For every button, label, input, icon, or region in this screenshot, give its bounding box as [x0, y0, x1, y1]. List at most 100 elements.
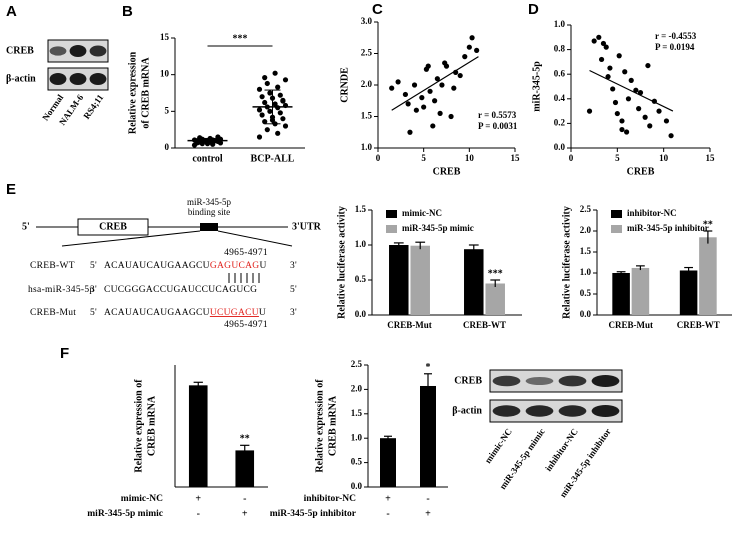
band [558, 405, 587, 417]
point [612, 99, 619, 106]
bar [631, 267, 650, 315]
point [457, 72, 463, 79]
dot [282, 77, 289, 83]
significance: *** [233, 33, 248, 44]
bar [235, 450, 255, 487]
mutant: UCUGACU [210, 308, 259, 318]
y-tick-label: 1.0 [355, 239, 367, 249]
point [591, 38, 597, 44]
x-tick-label: 5 [615, 153, 620, 163]
bar [389, 245, 409, 315]
point [474, 47, 480, 53]
blot-row-label: β-actin [452, 405, 482, 416]
point [469, 35, 475, 41]
y-tick-label: 2.0 [580, 225, 592, 235]
point [647, 123, 653, 129]
dot [280, 116, 286, 122]
bar [485, 283, 505, 315]
point [451, 85, 457, 91]
y-tick-label: 0.0 [351, 481, 363, 491]
y-tick-label: 0.2 [554, 117, 566, 127]
y-axis-label: CREB mRNA [146, 395, 157, 456]
y-axis-label: Relative expression [127, 51, 138, 134]
position: 4965-4971 [224, 320, 268, 330]
legend-label: miR-345-5p inhibitor [627, 223, 709, 233]
x-tick-label: 5 [421, 153, 426, 163]
dot [256, 86, 263, 92]
point [596, 34, 602, 40]
binding-site [200, 223, 218, 231]
end-label: 3' [290, 261, 297, 271]
point [600, 40, 607, 47]
sequence: ACAUAUCAUGAAGCUUCUGACUU [104, 308, 266, 318]
condition-sign: + [242, 508, 248, 519]
bar [679, 270, 698, 315]
panel-label: D [528, 1, 539, 18]
row-name: CREB-WT [30, 261, 75, 271]
band [525, 376, 554, 386]
y-axis-label: of CREB mRNA [140, 57, 151, 129]
x-tick-label: 0 [569, 153, 574, 163]
annotation: r = -0.4553 [655, 31, 697, 41]
bar [612, 273, 630, 315]
y-tick-label: 1.5 [361, 111, 373, 121]
y-tick-label: 2.5 [351, 359, 363, 369]
point [432, 98, 438, 104]
y-tick-label: 2.0 [351, 383, 363, 393]
point [633, 87, 639, 93]
dot [262, 75, 268, 81]
point [607, 65, 613, 71]
dot [197, 135, 203, 141]
x-tick-label: control [192, 153, 223, 164]
x-tick-label: CREB-WT [677, 320, 720, 330]
dot [267, 90, 273, 96]
x-tick-label: 0 [376, 153, 381, 163]
point [663, 118, 670, 124]
band [591, 405, 620, 417]
blot-row-label: CREB [6, 45, 34, 56]
dot [282, 123, 289, 129]
point [642, 114, 648, 120]
y-tick-label: 0 [165, 142, 170, 152]
y-axis-label: CRNDE [339, 67, 350, 103]
point [616, 53, 622, 59]
condition-label: miR-345-5p mimic [87, 509, 163, 519]
legend-label: inhibitor-NC [627, 208, 677, 218]
panel-label: B [122, 3, 133, 20]
bar [188, 385, 208, 487]
panel-label: F [60, 345, 69, 362]
y-axis-label: Relative luciferase activity [561, 206, 572, 319]
point [421, 104, 427, 110]
y-tick-label: 10 [160, 69, 170, 79]
y-tick-label: 1.5 [355, 204, 367, 214]
point [636, 106, 642, 112]
bar [699, 237, 717, 315]
y-tick-label: 1.0 [554, 19, 566, 29]
y-tick-label: 2.5 [580, 204, 592, 214]
point [656, 108, 662, 114]
end-label: 5' [90, 261, 97, 271]
y-tick-label: 1.5 [580, 246, 592, 256]
y-tick-label: 0.6 [554, 68, 566, 78]
bar [410, 245, 430, 315]
condition-sign: - [426, 493, 429, 504]
point [462, 54, 468, 60]
band [591, 375, 620, 387]
row-name: hsa-miR-345-5p [28, 285, 94, 295]
dot [275, 130, 281, 136]
band [89, 73, 107, 85]
band [89, 45, 107, 57]
band [49, 46, 67, 56]
pairing [228, 273, 260, 283]
fit-line [391, 56, 479, 111]
significance: ** [703, 219, 713, 230]
y-tick-label: 0.5 [355, 274, 367, 284]
site-label: miR-345-5p [187, 197, 231, 207]
point [427, 88, 433, 94]
point [434, 76, 440, 82]
blot-row-label: β-actin [6, 73, 36, 84]
blot-row-label: CREB [454, 375, 482, 386]
blot-frame [489, 399, 623, 423]
y-tick-label: 0.0 [355, 309, 367, 319]
point [413, 107, 419, 113]
